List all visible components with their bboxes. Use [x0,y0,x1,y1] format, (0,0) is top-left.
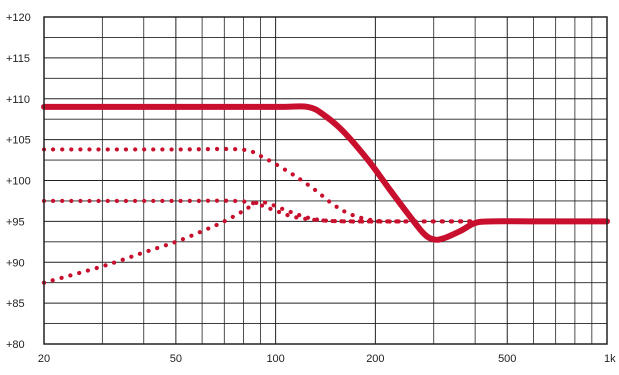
y-tick-label: +95 [6,216,25,228]
plot-border [43,16,608,345]
y-tick-label: +115 [6,53,30,65]
y-tick-labels: +80 +85 +90 +95 +100 +105 +110 +115 +120 [6,12,31,351]
x-tick-labels: 20 50 100 200 500 1k [38,353,616,365]
plot-frame [43,16,608,345]
y-tick-label: +80 [6,339,25,351]
x-tick-label: 1k [604,353,616,365]
y-tick-label: +90 [6,257,25,269]
y-tick-label: +85 [6,298,25,310]
x-tick-label: 200 [366,353,384,365]
y-tick-label: +100 [6,176,31,188]
y-tick-label: +120 [6,12,31,24]
y-tick-label: +110 [6,94,30,106]
x-tick-label: 20 [38,353,50,365]
x-tick-label: 100 [266,353,284,365]
grid [43,16,608,345]
series-group [41,103,610,285]
y-tick-label: +105 [6,135,31,147]
x-tick-label: 500 [498,353,516,365]
x-tick-label: 50 [170,353,182,365]
series-line-1 [41,103,610,243]
